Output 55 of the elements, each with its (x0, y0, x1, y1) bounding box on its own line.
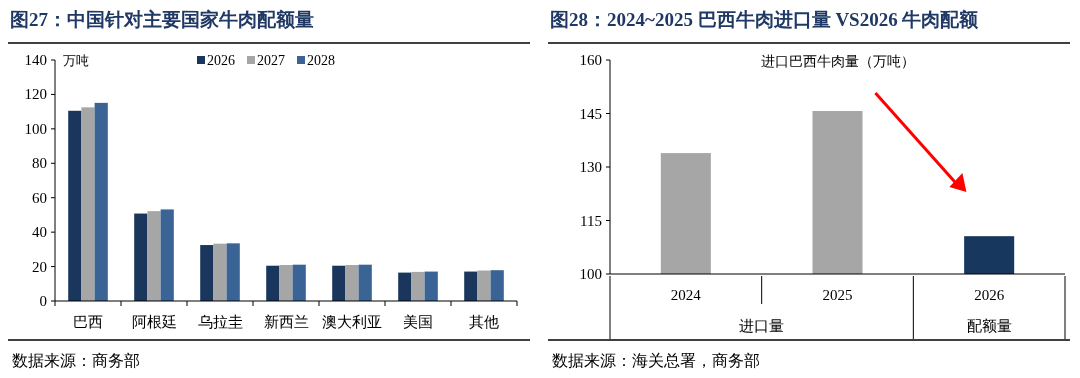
x-tick-label: 美国 (403, 314, 433, 330)
bar (134, 213, 148, 301)
y-tick-label: 100 (24, 120, 47, 137)
x-tick-label: 2024 (670, 287, 702, 303)
text: 配额量 (966, 318, 1012, 334)
text: 进口量 (739, 318, 785, 334)
bar (147, 211, 161, 301)
legend-label: 2027 (257, 53, 285, 68)
bar (213, 243, 227, 301)
x-tick-label: 2025 (822, 287, 853, 303)
bar (477, 270, 491, 301)
bar (490, 270, 504, 301)
legend-label: 2026 (207, 53, 235, 68)
bar (160, 209, 174, 301)
bar (358, 264, 372, 301)
y-tick-label: 145 (579, 105, 602, 122)
y-tick-label: 100 (579, 266, 602, 282)
bar (94, 102, 108, 301)
chart-title: 图27：中国针对主要国家牛肉配额量 (10, 9, 314, 30)
x-tick-label: 新西兰 (263, 314, 309, 330)
bar (332, 265, 346, 301)
y-tick-label: 120 (24, 86, 47, 103)
y-axis-title: 万吨 (63, 53, 89, 68)
y-tick-label: 160 (579, 52, 602, 68)
y-tick-label: 80 (32, 155, 47, 172)
bar (68, 110, 82, 301)
chart-title: 图28：2024~2025 巴西牛肉进口量 VS2026 牛肉配额 (550, 9, 980, 30)
legend-label: 2028 (307, 53, 335, 68)
x-tick-label: 阿根廷 (131, 314, 177, 330)
y-axis-title: 进口巴西牛肉量（万吨） (760, 54, 915, 69)
y-tick-label: 40 (32, 224, 47, 241)
y-tick-label: 130 (579, 159, 602, 175)
bar (398, 272, 412, 301)
x-tick-label: 2026 (974, 287, 1005, 303)
y-tick-label: 115 (580, 212, 602, 229)
source-note: 数据来源：海关总署，商务部 (552, 352, 760, 369)
bar (200, 245, 214, 301)
y-tick-label: 20 (32, 258, 47, 275)
bar (292, 264, 306, 301)
bar (464, 271, 478, 301)
x-tick-label: 其他 (469, 314, 499, 330)
source-note: 数据来源：商务部 (12, 352, 140, 369)
bar (226, 243, 240, 301)
bar (279, 265, 293, 301)
x-tick-label: 巴西 (73, 314, 103, 330)
bar (266, 265, 280, 301)
bar (81, 107, 95, 301)
x-tick-label: 乌拉圭 (197, 314, 243, 330)
bar (411, 271, 425, 301)
y-tick-label: 140 (24, 52, 47, 68)
y-tick-label: 60 (32, 189, 47, 206)
bar (424, 271, 438, 301)
bar (345, 265, 359, 301)
x-tick-label: 澳大利亚 (322, 314, 382, 330)
y-tick-label: 0 (39, 293, 47, 309)
